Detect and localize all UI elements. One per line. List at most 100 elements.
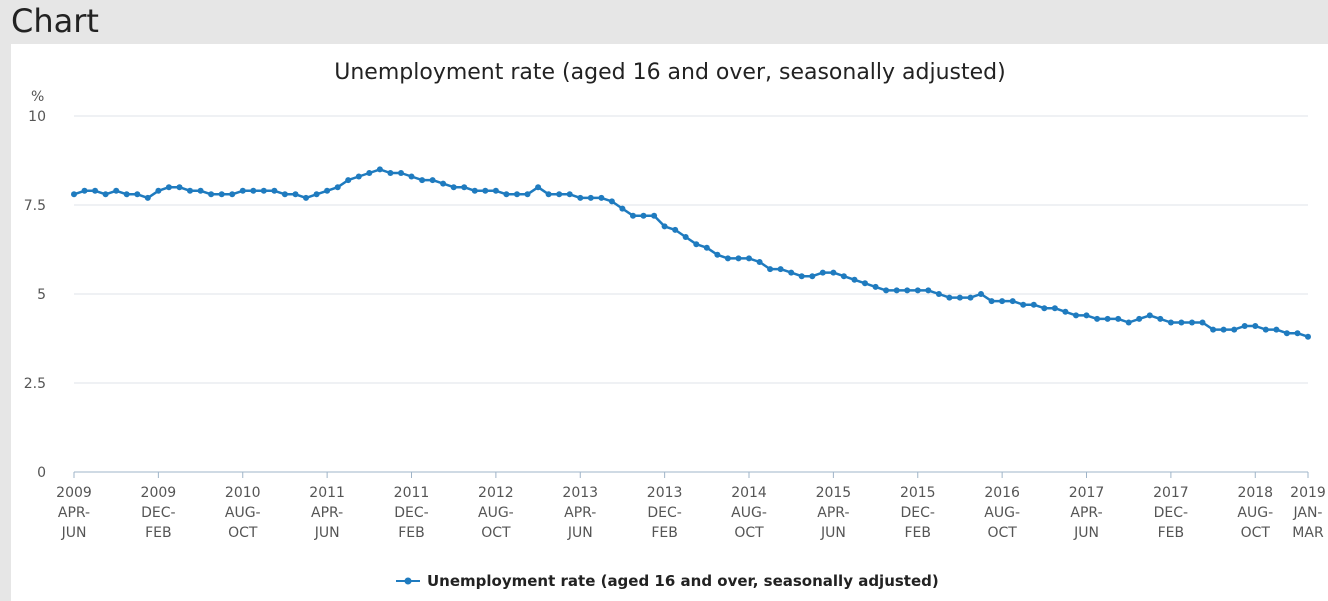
data-point <box>1020 301 1027 308</box>
data-point <box>640 212 647 219</box>
x-tick-label: JUN <box>1073 525 1099 541</box>
y-axis-label: % <box>31 89 44 105</box>
data-point <box>334 184 341 191</box>
data-point <box>862 280 868 287</box>
data-point <box>714 251 721 258</box>
data-point <box>239 187 246 194</box>
header-bar: Chart <box>0 0 1328 44</box>
data-point <box>71 191 77 198</box>
data-point <box>756 259 763 265</box>
data-point <box>260 187 267 194</box>
x-tick-label: FEB <box>145 525 172 541</box>
x-tick-label: OCT <box>481 525 511 541</box>
data-point <box>229 191 236 198</box>
data-point <box>809 273 816 280</box>
data-point <box>345 177 352 184</box>
x-tick-label: AUG- <box>1237 505 1273 521</box>
data-point <box>1305 333 1311 340</box>
data-point <box>387 170 394 176</box>
data-point <box>461 184 468 191</box>
x-tick-label: 2010 <box>225 485 261 501</box>
data-point <box>1146 312 1153 319</box>
y-tick-label: 10 <box>28 109 46 125</box>
data-point <box>840 273 847 280</box>
data-point <box>830 269 837 276</box>
data-point <box>967 294 974 301</box>
x-tick-label: AUG- <box>731 505 767 521</box>
x-tick-label: DEC- <box>141 505 175 521</box>
data-point <box>440 180 447 187</box>
data-point <box>1104 315 1111 322</box>
data-point <box>587 194 594 201</box>
data-point <box>577 194 584 201</box>
data-point <box>661 223 668 230</box>
data-point <box>703 244 710 251</box>
y-tick-label: 0 <box>37 465 46 481</box>
data-point <box>1231 326 1238 333</box>
data-point <box>514 191 520 198</box>
x-tick-label: FEB <box>651 525 678 541</box>
data-point <box>598 194 605 201</box>
data-point <box>134 191 141 198</box>
data-point <box>893 287 900 294</box>
x-tick-label: AUG- <box>984 505 1020 521</box>
x-tick-label: 2014 <box>731 485 767 501</box>
data-point <box>1241 323 1248 329</box>
data-point <box>471 187 478 194</box>
data-point <box>1178 319 1185 326</box>
data-point <box>946 294 953 301</box>
data-point <box>482 187 489 194</box>
data-point <box>1051 305 1058 312</box>
data-point <box>408 173 415 180</box>
data-point <box>503 191 510 198</box>
x-tick-label: APR- <box>311 505 343 521</box>
data-point <box>92 187 99 194</box>
data-point <box>1210 326 1217 333</box>
y-tick-label: 7.5 <box>24 198 46 214</box>
x-tick-label: APR- <box>58 505 90 521</box>
data-point <box>123 191 130 198</box>
series-line <box>73 168 1309 338</box>
data-point <box>1262 326 1269 333</box>
data-point <box>999 298 1006 305</box>
y-tick-labels: 0 2.5 5 7.5 10 <box>24 109 46 481</box>
data-point <box>935 291 942 297</box>
data-point <box>914 287 921 294</box>
data-point <box>187 187 193 194</box>
data-point <box>313 191 320 198</box>
x-tick-label: OCT <box>987 525 1017 541</box>
x-tick-label: OCT <box>1241 525 1271 541</box>
x-tick-label: 2017 <box>1069 485 1105 501</box>
data-point <box>693 241 700 248</box>
y-tick-label: 2.5 <box>24 376 46 392</box>
y-tick-label: 5 <box>37 287 46 303</box>
data-point <box>398 170 404 176</box>
x-tick-label: JUN <box>314 525 340 541</box>
data-point <box>1083 312 1090 319</box>
data-point <box>1199 319 1206 326</box>
data-point <box>798 273 805 280</box>
x-tick-label: 2009 <box>141 485 177 501</box>
data-point <box>1252 323 1259 329</box>
data-point <box>1189 319 1195 326</box>
legend-swatch-marker <box>404 577 412 585</box>
data-point <box>724 255 731 262</box>
data-point <box>651 212 658 219</box>
data-point <box>176 184 183 191</box>
data-point <box>619 205 626 212</box>
data-point <box>672 226 679 233</box>
x-tick-label: OCT <box>228 525 258 541</box>
data-point <box>355 173 362 180</box>
data-point <box>788 269 795 276</box>
x-tick-label: MAR <box>1292 525 1324 541</box>
chart-panel: Unemployment rate (aged 16 and over, sea… <box>11 44 1328 601</box>
legend[interactable]: Unemployment rate (aged 16 and over, sea… <box>396 572 939 590</box>
data-point <box>250 187 257 194</box>
data-point <box>81 187 88 194</box>
data-point <box>271 187 278 194</box>
data-point <box>208 191 215 198</box>
data-point <box>1009 298 1016 305</box>
data-point <box>925 287 932 294</box>
data-point <box>144 194 151 201</box>
data-point <box>429 177 436 184</box>
